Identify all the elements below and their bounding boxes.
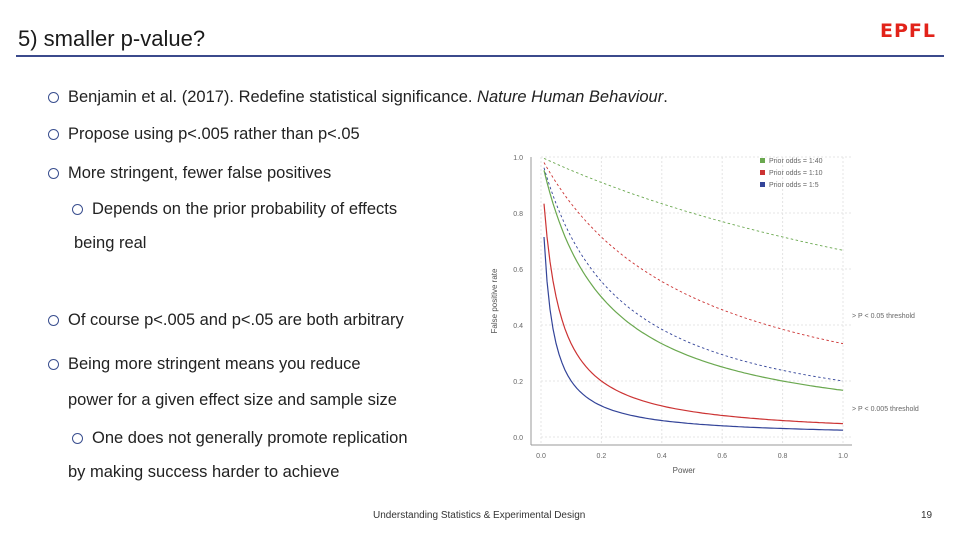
citation-text: Benjamin et al. (2017). Redefine statist…: [68, 88, 478, 106]
prior-text-line1: Depends on the prior probability of effe…: [92, 200, 398, 218]
y-tick-label: 0.2: [513, 379, 523, 386]
bullet-circle-icon: [48, 359, 59, 370]
x-tick-label: 0.0: [536, 453, 546, 460]
citation-journal: Nature Human Behaviour: [477, 88, 664, 106]
y-tick-label: 0.4: [513, 323, 523, 330]
slide-title: 5) smaller p-value?: [18, 26, 206, 51]
bullet-citation: Benjamin et al. (2017). Redefine statist…: [48, 88, 668, 107]
annotation-p005: > P < 0.005 threshold: [852, 406, 919, 413]
replication-text-line2: by making success harder to achieve: [68, 463, 340, 481]
y-tick-label: 0.0: [513, 435, 523, 442]
y-axis-label: False positive rate: [490, 268, 499, 333]
x-tick-label: 0.8: [778, 453, 788, 460]
proposal-text: Propose using p<.005 rather than p<.05: [68, 125, 360, 143]
annotation-p05: > P < 0.05 threshold: [852, 313, 915, 320]
power-text-line1: Being more stringent means you reduce: [68, 355, 361, 373]
stringent-text: More stringent, fewer false positives: [68, 164, 332, 182]
bullet-stringent: More stringent, fewer false positives: [48, 164, 331, 183]
chart-legend: Prior odds = 1:40 Prior odds = 1:10 Prio…: [760, 158, 823, 189]
bullet-circle-icon: [48, 92, 59, 103]
x-axis-label: Power: [673, 466, 696, 475]
bullet-circle-icon: [72, 204, 83, 215]
x-tick-label: 0.2: [597, 453, 607, 460]
sub-bullet-prior: Depends on the prior probability of effe…: [72, 200, 397, 219]
replication-text-line1: One does not generally promote replicati…: [92, 429, 408, 447]
bullet-circle-icon: [48, 168, 59, 179]
bullet-circle-icon: [48, 315, 59, 326]
series-line-p05-1-5: [543, 167, 844, 382]
series-line-p005-1-10: [543, 203, 844, 425]
series-line-p05-1-10: [543, 162, 844, 345]
x-tick-label: 0.6: [717, 453, 727, 460]
annotation-p005-text: P < 0.005 threshold: [858, 406, 919, 413]
epfl-logo: EPFL: [880, 20, 936, 42]
legend-label-1-40: Prior odds = 1:40: [769, 158, 823, 165]
bullet-proposal: Propose using p<.005 rather than p<.05: [48, 125, 360, 144]
series-line-p005-1-40: [543, 170, 844, 391]
bullet-circle-icon: [48, 129, 59, 140]
page-number: 19: [921, 510, 933, 521]
y-tick-label: 0.8: [513, 211, 523, 218]
prior-text-line2: being real: [74, 234, 147, 252]
x-tick-label: 0.4: [657, 453, 667, 460]
power-text-line2: power for a given effect size and sample…: [68, 391, 397, 409]
arbitrary-text: Of course p<.005 and p<.05 are both arbi…: [68, 311, 404, 329]
y-tick-label: 1.0: [513, 155, 523, 162]
chart-grid: [540, 156, 851, 445]
sub-bullet-replication: One does not generally promote replicati…: [72, 429, 408, 448]
citation-end: .: [663, 88, 668, 106]
bullet-arbitrary: Of course p<.005 and p<.05 are both arbi…: [48, 311, 404, 330]
bullet-power: Being more stringent means you reduce: [48, 355, 361, 374]
legend-swatch-1-40: [760, 158, 765, 163]
title-divider: [16, 55, 944, 57]
y-tick-label: 0.6: [513, 267, 523, 274]
footer-course-title: Understanding Statistics & Experimental …: [373, 510, 586, 521]
annotation-p05-text: P < 0.05 threshold: [858, 313, 915, 320]
legend-label-1-10: Prior odds = 1:10: [769, 170, 823, 177]
legend-swatch-1-10: [760, 170, 765, 175]
bullet-circle-icon: [72, 433, 83, 444]
x-tick-label: 1.0: [838, 453, 848, 460]
false-positive-chart: 0.0 0.2 0.4 0.6 0.8 1.0 0.0 0.2 0.4 0.6 0.8 1.0 Fa…: [490, 155, 919, 475]
legend-label-1-5: Prior odds = 1:5: [769, 182, 819, 189]
series-line-p005-1-5: [543, 236, 844, 431]
legend-swatch-1-5: [760, 182, 765, 187]
